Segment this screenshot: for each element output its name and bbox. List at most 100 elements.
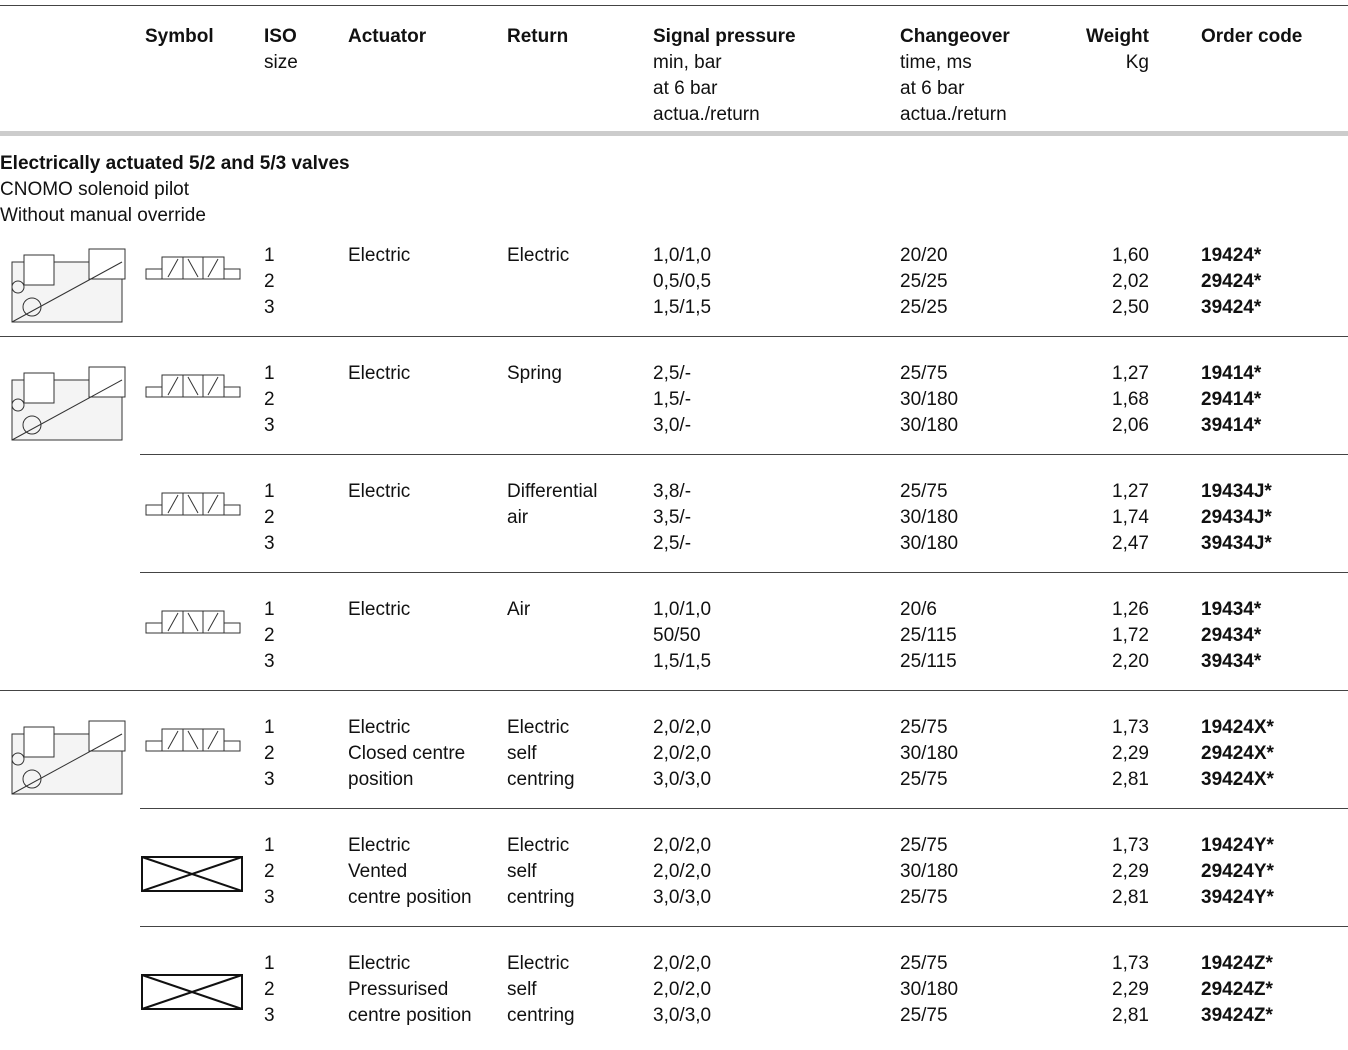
code: 19434J* [1201,481,1272,502]
weight: 1,26 [1112,599,1149,620]
valve-symbol-graphic [145,492,241,516]
valve-photo [4,709,134,806]
actuator: Electric [348,481,411,502]
iso: 1 [264,953,275,974]
weight: 2,20 [1112,651,1149,672]
code: 29424* [1201,271,1262,292]
changeover: 25/75 [900,717,948,738]
rule [140,808,1348,809]
weight: 2,02 [1112,271,1149,292]
iso: 2 [264,625,275,646]
changeover: 30/180 [900,389,959,410]
section-subtitle: Without manual override [0,205,206,226]
changeover: 30/180 [900,979,959,1000]
return: Electric [507,245,570,266]
weight: 1,73 [1112,717,1149,738]
code: 19424Z* [1201,953,1273,974]
col-header: ISO [264,26,297,47]
return: self [507,743,537,764]
weight: 1,73 [1112,835,1149,856]
valve-symbol [140,597,250,652]
actuator: centre position [348,1005,472,1026]
weight: 2,81 [1112,1005,1149,1026]
section-title: Electrically actuated 5/2 and 5/3 valves [0,153,350,174]
actuator: Electric [348,599,411,620]
col-subheader: time, ms [900,52,972,73]
valve-symbol [140,361,250,416]
col-header: Signal pressure [653,26,796,47]
valve-symbol-graphic [145,256,241,280]
weight: 2,81 [1112,887,1149,908]
changeover: 25/115 [900,651,957,672]
signal: 1,0/1,0 [653,599,712,620]
return: Differential [507,481,598,502]
valve-symbol-graphic [145,374,241,398]
return: Electric [507,717,570,738]
weight: 1,73 [1112,953,1149,974]
col-subheader: at 6 bar [900,78,965,99]
signal: 1,0/1,0 [653,245,712,266]
code: 39424Z* [1201,1005,1273,1026]
col-header: Changeover [900,26,1010,47]
col-header: Symbol [145,26,214,47]
changeover: 30/180 [900,507,959,528]
rule [0,5,1348,6]
col-subheader: Kg [1125,52,1149,73]
code: 19424* [1201,245,1262,266]
valve-photo [4,237,134,334]
signal: 3,8/- [653,481,692,502]
iso: 1 [264,599,275,620]
iso: 3 [264,533,275,554]
weight: 2,29 [1112,979,1149,1000]
iso: 2 [264,979,275,1000]
col-header: Actuator [348,26,427,47]
valve-symbol [140,243,250,298]
return: centring [507,887,575,908]
actuator: Pressurised [348,979,449,1000]
valve-photo-graphic [11,720,126,795]
code: 39434J* [1201,533,1272,554]
signal: 3,0/3,0 [653,887,712,908]
changeover: 25/115 [900,625,957,646]
iso: 1 [264,717,275,738]
actuator: Electric [348,953,411,974]
valve-symbol-graphic [145,610,241,634]
valve-symbol-graphic [145,728,241,752]
code: 29424X* [1201,743,1274,764]
rule [140,572,1348,573]
changeover: 20/20 [900,245,948,266]
weight: 1,27 [1112,481,1149,502]
changeover: 30/180 [900,415,959,436]
col-subheader: size [264,52,298,73]
valve-photo [4,355,134,452]
actuator: Closed centre [348,743,466,764]
signal: 1,5/1,5 [653,651,712,672]
valve-symbol-graphic [141,974,243,1010]
return: centring [507,1005,575,1026]
rule [0,131,1348,136]
section-subtitle: CNOMO solenoid pilot [0,179,190,200]
iso: 2 [264,389,275,410]
weight: 1,68 [1112,389,1149,410]
actuator: Electric [348,245,411,266]
code: 19424Y* [1201,835,1274,856]
col-subheader: actua./return [900,104,1007,125]
col-subheader: at 6 bar [653,78,718,99]
iso: 2 [264,861,275,882]
iso: 1 [264,835,275,856]
rule [0,690,1348,691]
signal: 1,5/1,5 [653,297,712,318]
changeover: 30/180 [900,743,959,764]
rule [0,336,1348,337]
return: Spring [507,363,562,384]
iso: 2 [264,271,275,292]
changeover: 25/75 [900,887,948,908]
signal: 3,5/- [653,507,692,528]
signal: 3,0/- [653,415,692,436]
code: 29414* [1201,389,1262,410]
signal: 2,0/2,0 [653,953,712,974]
signal: 2,0/2,0 [653,979,712,1000]
changeover: 25/75 [900,1005,948,1026]
col-header: Weight [1086,26,1149,47]
signal: 1,5/- [653,389,692,410]
